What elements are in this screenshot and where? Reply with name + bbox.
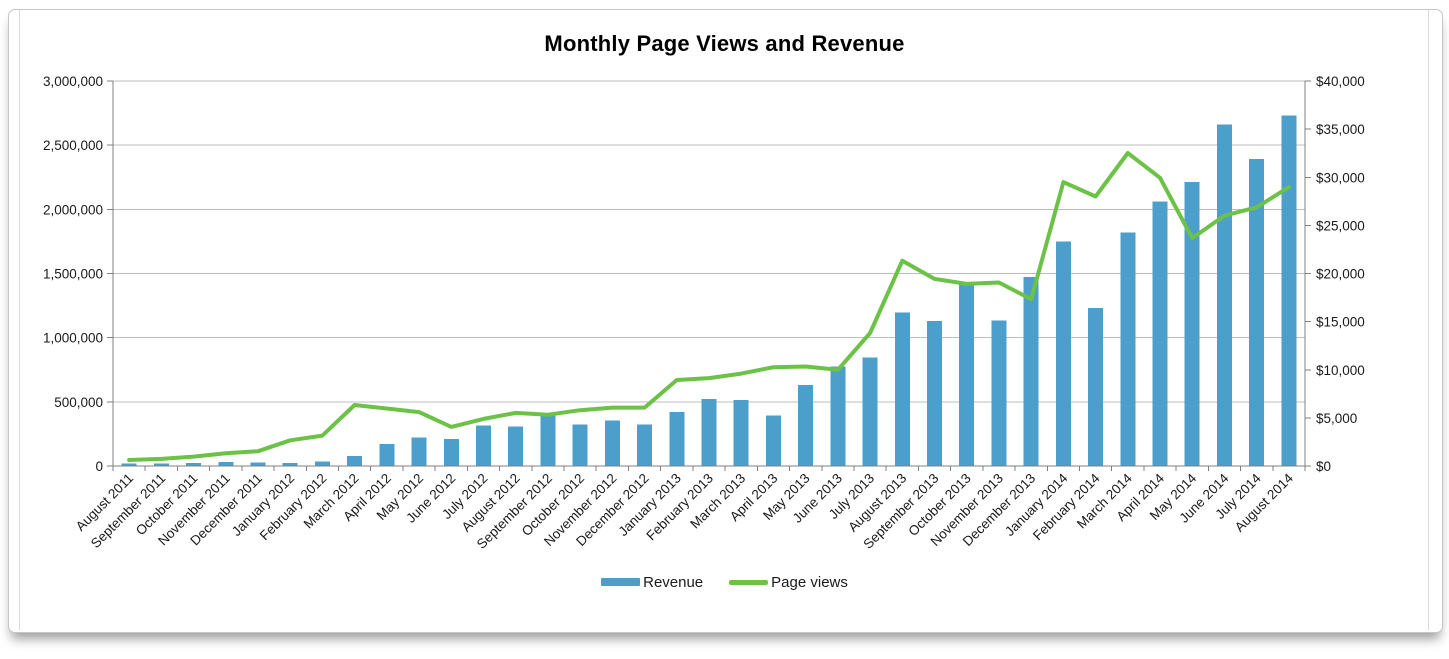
revenue-bar bbox=[411, 437, 427, 466]
revenue-bar bbox=[1249, 158, 1265, 466]
y-axis-left-tick-label: 2,500,000 bbox=[43, 138, 103, 153]
revenue-bar bbox=[830, 366, 846, 466]
revenue-bar bbox=[1216, 124, 1232, 466]
chart-frame-left-edge bbox=[19, 10, 20, 630]
y-axis-left-tick-label: 1,500,000 bbox=[43, 267, 103, 282]
revenue-bar bbox=[701, 398, 717, 466]
y-axis-right-tick-label: $40,000 bbox=[1316, 74, 1365, 89]
revenue-bar bbox=[927, 321, 943, 466]
revenue-bar bbox=[282, 463, 298, 466]
revenue-bar bbox=[250, 462, 266, 466]
legend-item-page-views: Page views bbox=[729, 574, 848, 591]
revenue-bar bbox=[508, 426, 524, 466]
revenue-bar bbox=[765, 415, 781, 466]
chart-legend: Revenue Page views bbox=[0, 573, 1449, 591]
revenue-bar bbox=[218, 461, 234, 466]
revenue-bar bbox=[1120, 232, 1136, 466]
y-axis-right-tick-label: $35,000 bbox=[1316, 122, 1365, 137]
y-axis-right-tick-label: $10,000 bbox=[1316, 363, 1365, 378]
revenue-bar bbox=[153, 463, 169, 466]
y-axis-right-tick-label: $20,000 bbox=[1316, 267, 1365, 282]
revenue-bar bbox=[798, 384, 814, 466]
chart-frame-right-edge bbox=[1428, 10, 1429, 630]
revenue-bar bbox=[1152, 201, 1168, 466]
revenue-bar bbox=[347, 455, 363, 466]
revenue-bar bbox=[572, 424, 588, 466]
revenue-bar bbox=[186, 463, 202, 466]
revenue-bar bbox=[540, 414, 556, 466]
legend-item-revenue: Revenue bbox=[601, 574, 703, 591]
page-views-line bbox=[127, 151, 1291, 462]
chart-card bbox=[8, 9, 1443, 633]
y-axis-right-tick-label: $30,000 bbox=[1316, 170, 1365, 185]
revenue-bar bbox=[1023, 276, 1039, 466]
revenue-bar bbox=[959, 283, 975, 466]
y-axis-right-tick-label: $25,000 bbox=[1316, 218, 1365, 233]
legend-label-revenue: Revenue bbox=[643, 573, 704, 591]
revenue-swatch-icon bbox=[601, 578, 641, 586]
revenue-bar bbox=[121, 463, 137, 466]
revenue-bar bbox=[1055, 241, 1071, 466]
y-axis-left-tick-label: 1,000,000 bbox=[43, 331, 103, 346]
revenue-bar bbox=[862, 357, 878, 466]
legend-label-page-views: Page views bbox=[771, 573, 848, 591]
revenue-bar bbox=[1184, 182, 1200, 466]
y-axis-left-tick-label: 500,000 bbox=[54, 395, 103, 410]
revenue-bar bbox=[991, 320, 1007, 466]
y-axis-right-tick-label: $5,000 bbox=[1316, 411, 1357, 426]
y-axis-right-tick-label: $15,000 bbox=[1316, 315, 1365, 330]
revenue-bar bbox=[733, 399, 749, 466]
revenue-bar bbox=[1281, 115, 1297, 466]
y-axis-left-tick-label: 0 bbox=[95, 459, 103, 474]
y-axis-right-tick-label: $0 bbox=[1316, 459, 1331, 474]
revenue-bar bbox=[894, 312, 910, 466]
revenue-bar bbox=[475, 425, 491, 466]
revenue-bar bbox=[1088, 308, 1104, 466]
chart-title: Monthly Page Views and Revenue bbox=[544, 31, 905, 56]
revenue-bar bbox=[637, 424, 653, 466]
revenue-bar bbox=[669, 412, 685, 466]
revenue-bar bbox=[379, 444, 395, 466]
revenue-bar bbox=[604, 420, 620, 466]
revenue-bar bbox=[314, 461, 330, 466]
y-axis-left-tick-label: 2,000,000 bbox=[43, 202, 103, 217]
page-views-swatch-icon bbox=[729, 579, 769, 585]
revenue-bar bbox=[443, 439, 459, 466]
y-axis-left-tick-label: 3,000,000 bbox=[43, 74, 103, 89]
